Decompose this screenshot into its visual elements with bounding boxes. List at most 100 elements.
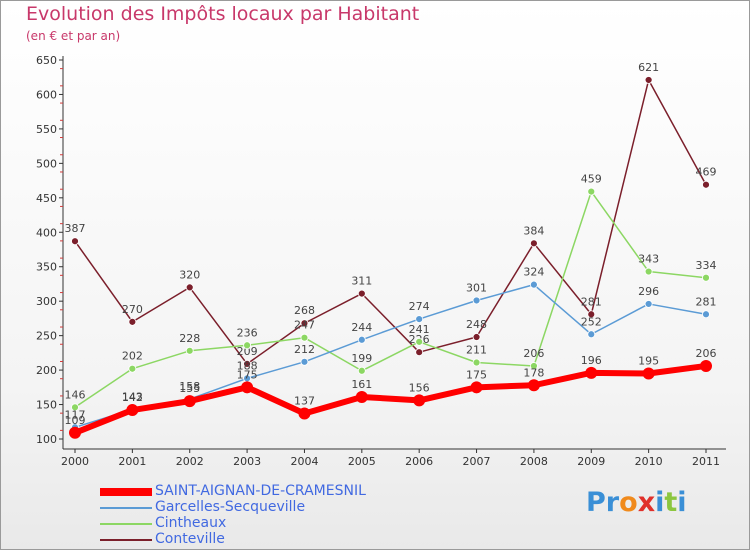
chart-title: Evolution des Impôts locaux par Habitant xyxy=(26,3,420,25)
y-tick-label: 350 xyxy=(36,261,57,274)
data-label-saint-aignan-de-cramesnil: 206 xyxy=(696,347,717,360)
data-label-saint-aignan-de-cramesnil: 156 xyxy=(409,381,430,394)
legend-label-garcelles-secqueville: Garcelles-Secqueville xyxy=(155,499,306,515)
data-label-garcelles-secqueville: 274 xyxy=(409,300,430,313)
data-label-conteville: 469 xyxy=(696,166,717,179)
x-tick-label: 2003 xyxy=(233,455,261,468)
x-tick-label: 2001 xyxy=(118,455,146,468)
data-point-cintheaux xyxy=(185,346,194,355)
data-label-saint-aignan-de-cramesnil: 175 xyxy=(466,368,487,381)
data-point-cintheaux xyxy=(644,267,653,276)
data-point-garcelles-secqueville xyxy=(472,296,481,305)
data-point-garcelles-secqueville xyxy=(530,280,538,289)
data-point-garcelles-secqueville xyxy=(357,335,366,344)
data-point-conteville xyxy=(357,289,366,298)
logo-letter: i xyxy=(677,487,687,518)
data-label-conteville: 621 xyxy=(638,61,659,74)
data-label-cintheaux: 199 xyxy=(351,352,372,365)
legend-label-saint-aignan-de-cramesnil: SAINT-AIGNAN-DE-CRAMESNIL xyxy=(155,483,366,499)
data-label-garcelles-secqueville: 281 xyxy=(696,295,717,308)
x-tick-label: 2006 xyxy=(405,455,433,468)
data-point-conteville xyxy=(472,333,481,341)
data-label-saint-aignan-de-cramesnil: 109 xyxy=(65,414,86,427)
data-label-cintheaux: 146 xyxy=(65,388,86,401)
legend-label-conteville: Conteville xyxy=(155,531,225,547)
y-tick-label: 200 xyxy=(36,364,57,377)
data-point-conteville xyxy=(300,319,309,328)
data-point-saint-aignan-de-cramesnil xyxy=(126,404,139,417)
x-tick-label: 2002 xyxy=(176,455,204,468)
data-point-conteville xyxy=(587,310,596,319)
data-point-cintheaux xyxy=(530,362,538,370)
data-label-garcelles-secqueville: 296 xyxy=(638,285,659,298)
data-point-conteville xyxy=(185,283,194,292)
y-tick-label: 400 xyxy=(36,226,57,239)
series-line-cintheaux xyxy=(74,190,707,408)
data-point-garcelles-secqueville xyxy=(415,315,424,323)
x-tick-label: 2011 xyxy=(692,455,720,468)
logo-letter: i xyxy=(655,487,665,518)
data-label-cintheaux: 343 xyxy=(638,253,659,266)
data-label-conteville: 311 xyxy=(351,275,372,288)
data-point-garcelles-secqueville xyxy=(300,357,309,366)
chart-subtitle: (en € et par an) xyxy=(26,29,121,43)
x-tick-label: 2008 xyxy=(520,455,548,468)
data-label-cintheaux: 459 xyxy=(581,173,602,186)
y-tick-label: 550 xyxy=(36,123,57,136)
data-point-saint-aignan-de-cramesnil xyxy=(700,359,712,372)
y-tick-label: 450 xyxy=(36,192,57,205)
y-tick-label: 100 xyxy=(36,433,57,446)
y-tick-label: 500 xyxy=(36,157,57,170)
y-tick-label: 650 xyxy=(36,54,57,67)
data-label-cintheaux: 228 xyxy=(179,332,200,345)
legend-swatch-garcelles-secqueville xyxy=(100,507,152,509)
logo-letter: t xyxy=(664,487,678,518)
data-point-conteville xyxy=(530,239,538,248)
data-label-conteville: 209 xyxy=(237,345,258,358)
data-point-saint-aignan-de-cramesnil xyxy=(642,367,655,380)
data-point-saint-aignan-de-cramesnil xyxy=(527,379,540,392)
data-point-conteville xyxy=(415,348,424,357)
data-point-cintheaux xyxy=(702,273,710,282)
chart-plot: 100 150 200 250 300 350 400 450 500 550 600 650 2000… xyxy=(36,54,726,468)
data-point-garcelles-secqueville xyxy=(702,310,710,319)
data-point-cintheaux xyxy=(128,364,137,373)
data-label-conteville: 281 xyxy=(581,295,602,308)
series-line-saint-aignan-de-cramesnil xyxy=(73,362,707,436)
data-point-garcelles-secqueville xyxy=(587,330,596,339)
logo-letter: P xyxy=(586,487,606,518)
logo-letter: x xyxy=(637,487,656,518)
data-label-conteville: 320 xyxy=(179,268,200,281)
logo-letter: r xyxy=(605,487,620,518)
data-label-garcelles-secqueville: 212 xyxy=(294,343,315,356)
data-point-conteville xyxy=(128,317,137,326)
data-label-saint-aignan-de-cramesnil: 196 xyxy=(581,354,602,367)
data-label-conteville: 270 xyxy=(122,303,143,316)
data-label-saint-aignan-de-cramesnil: 178 xyxy=(523,366,544,379)
proxiti-logo: Proxiti xyxy=(586,487,687,518)
legend-swatch-cintheaux xyxy=(100,523,152,525)
x-tick-label: 2007 xyxy=(463,455,491,468)
y-tick-label: 150 xyxy=(36,399,57,412)
logo-letter: o xyxy=(619,487,638,518)
data-point-saint-aignan-de-cramesnil xyxy=(413,394,426,407)
data-label-garcelles-secqueville: 244 xyxy=(351,321,372,334)
data-point-conteville xyxy=(702,180,710,189)
y-tick-label: 300 xyxy=(36,295,57,308)
data-point-saint-aignan-de-cramesnil xyxy=(69,426,81,439)
y-tick-label: 250 xyxy=(36,330,57,343)
data-point-cintheaux xyxy=(300,333,309,342)
legend-swatch-conteville xyxy=(100,539,152,541)
data-point-saint-aignan-de-cramesnil xyxy=(355,390,368,403)
data-label-cintheaux: 236 xyxy=(237,326,258,339)
data-point-conteville xyxy=(243,359,251,368)
x-tick-label: 2009 xyxy=(577,455,605,468)
data-label-conteville: 384 xyxy=(523,224,544,237)
data-label-garcelles-secqueville: 301 xyxy=(466,281,487,294)
data-label-garcelles-secqueville: 252 xyxy=(581,315,602,328)
x-tick-label: 2000 xyxy=(61,455,89,468)
data-point-conteville xyxy=(644,76,653,84)
data-label-saint-aignan-de-cramesnil: 142 xyxy=(122,391,143,404)
data-point-cintheaux xyxy=(587,187,596,196)
